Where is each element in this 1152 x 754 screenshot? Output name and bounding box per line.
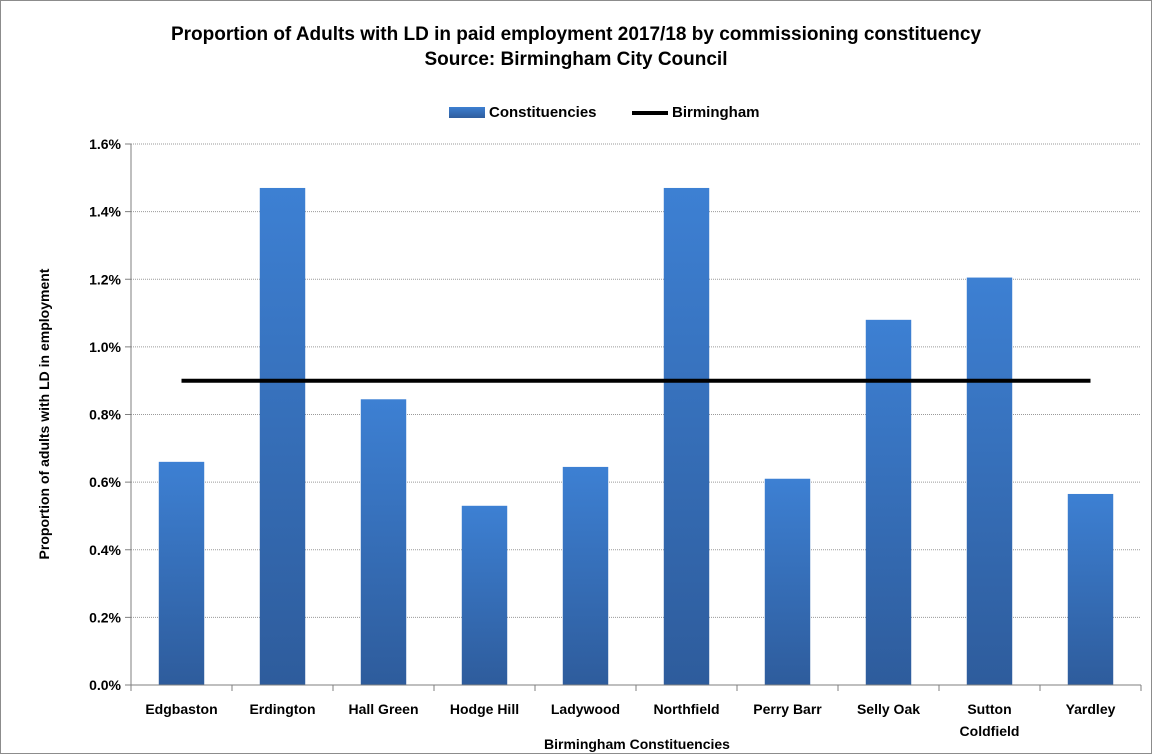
legend-item-birmingham: Birmingham	[632, 104, 760, 121]
y-tick-label: 0.4%	[89, 542, 121, 558]
bar	[966, 277, 1013, 685]
legend-label-constituencies: Constituencies	[489, 104, 597, 121]
bar	[1067, 493, 1114, 685]
bar	[461, 505, 508, 685]
x-tick-label: Hodge Hill	[450, 701, 519, 717]
bars	[158, 187, 1114, 686]
chart-title: Proportion of Adults with LD in paid emp…	[170, 24, 982, 45]
bar	[158, 461, 205, 685]
bar	[360, 399, 407, 685]
x-tick-label: Sutton Coldfield	[960, 701, 1020, 739]
x-tick-label: Selly Oak	[857, 701, 920, 717]
y-tick-label: 1.0%	[89, 339, 121, 355]
y-tick-label: 0.2%	[89, 609, 121, 625]
axes	[130, 144, 1142, 691]
legend-item-constituencies: Constituencies	[449, 104, 597, 121]
y-tick-label: 0.6%	[89, 474, 121, 490]
x-tick-label: Yardley	[1066, 701, 1116, 717]
bar	[764, 478, 811, 685]
legend: Constituencies Birmingham	[0, 104, 1152, 124]
x-tick-label: Erdington	[249, 701, 315, 717]
x-tick-label: Ladywood	[551, 701, 620, 717]
bar	[259, 187, 306, 686]
bar	[663, 187, 710, 686]
x-tick-labels: Edgbaston Erdington Hall Green Hodge Hill La…	[145, 701, 1115, 739]
x-tick-label: Hall Green	[348, 701, 418, 717]
y-tick-label: 0.0%	[89, 677, 121, 693]
x-tick-label: Perry Barr	[753, 701, 822, 717]
y-axis-title: Proportion of adults with LD in employme…	[36, 268, 52, 559]
x-tick-label: Northfield	[653, 701, 719, 717]
bar	[562, 466, 609, 685]
legend-label-birmingham: Birmingham	[672, 104, 760, 121]
bar	[865, 319, 912, 685]
y-tick-label: 0.8%	[89, 407, 121, 423]
legend-swatch-bar	[449, 107, 485, 118]
y-tick-label: 1.4%	[89, 204, 121, 220]
y-tick-labels: 0.0% 0.2% 0.4% 0.6% 0.8% 1.0% 1.2% 1.4% 1.6%	[89, 136, 121, 693]
x-axis-title: Birmingham Constituencies	[544, 736, 730, 752]
y-tick-label: 1.6%	[89, 136, 121, 152]
legend-swatch-line	[632, 110, 668, 115]
y-tick-label: 1.2%	[89, 271, 121, 287]
chart-subtitle: Source: Birmingham City Council	[424, 49, 728, 70]
x-tick-label: Edgbaston	[145, 701, 217, 717]
